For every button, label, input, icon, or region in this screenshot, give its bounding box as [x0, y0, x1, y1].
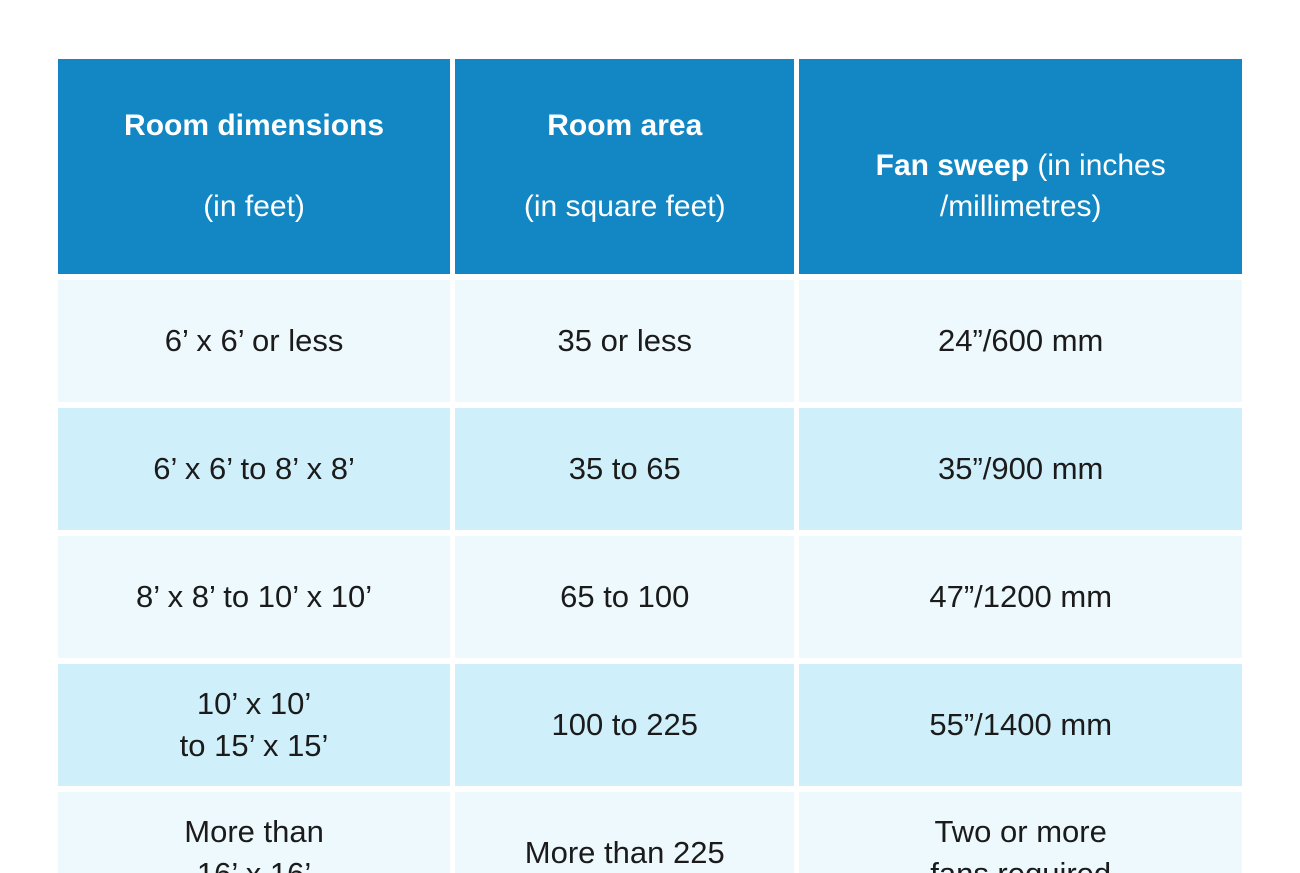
cell-room-dimensions: 10’ x 10’ to 15’ x 15’ — [58, 663, 451, 786]
header-room-dimensions-sub: (in feet) — [203, 189, 305, 223]
table-row: More than 16’ x 16’ More than 225 Two or… — [58, 791, 1242, 873]
cell-fan-sweep: 47”/1200 mm — [799, 535, 1242, 658]
fan-sweep-size-table: Room dimensions (in feet) Room area (in … — [53, 53, 1247, 873]
cell-room-area: 35 to 65 — [455, 407, 795, 530]
cell-room-area: 100 to 225 — [455, 663, 795, 786]
header-row: Room dimensions (in feet) Room area (in … — [58, 59, 1242, 274]
cell-room-area: 35 or less — [455, 279, 795, 402]
cell-fan-sweep: 55”/1400 mm — [799, 663, 1242, 786]
fan-sweep-table-wrap: Room dimensions (in feet) Room area (in … — [53, 53, 1247, 873]
header-room-dimensions-bold: Room dimensions — [124, 108, 385, 142]
table-row: 6’ x 6’ to 8’ x 8’ 35 to 65 35”/900 mm — [58, 407, 1242, 530]
header-room-area: Room area (in square feet) — [455, 59, 795, 274]
cell-fan-sweep: 24”/600 mm — [799, 279, 1242, 402]
header-room-area-bold: Room area — [547, 108, 703, 142]
header-fan-sweep-bold: Fan sweep — [875, 149, 1030, 182]
cell-room-area: 65 to 100 — [455, 535, 795, 658]
table-row: 10’ x 10’ to 15’ x 15’ 100 to 225 55”/14… — [58, 663, 1242, 786]
table-row: 6’ x 6’ or less 35 or less 24”/600 mm — [58, 279, 1242, 402]
cell-fan-sweep: Two or more fans required — [799, 791, 1242, 873]
header-fan-sweep: Fan sweep (in inches /millimetres) — [799, 59, 1242, 274]
header-room-area-sub: (in square feet) — [523, 189, 726, 223]
table-row: 8’ x 8’ to 10’ x 10’ 65 to 100 47”/1200 … — [58, 535, 1242, 658]
header-fan-sweep-sub: (in inches /millimetres) — [939, 149, 1166, 223]
cell-fan-sweep: 35”/900 mm — [799, 407, 1242, 530]
header-room-dimensions: Room dimensions (in feet) — [58, 59, 451, 274]
cell-room-dimensions: 8’ x 8’ to 10’ x 10’ — [58, 535, 451, 658]
cell-room-dimensions: 6’ x 6’ to 8’ x 8’ — [58, 407, 451, 530]
cell-room-area: More than 225 — [455, 791, 795, 873]
cell-room-dimensions: More than 16’ x 16’ — [58, 791, 451, 873]
cell-room-dimensions: 6’ x 6’ or less — [58, 279, 451, 402]
